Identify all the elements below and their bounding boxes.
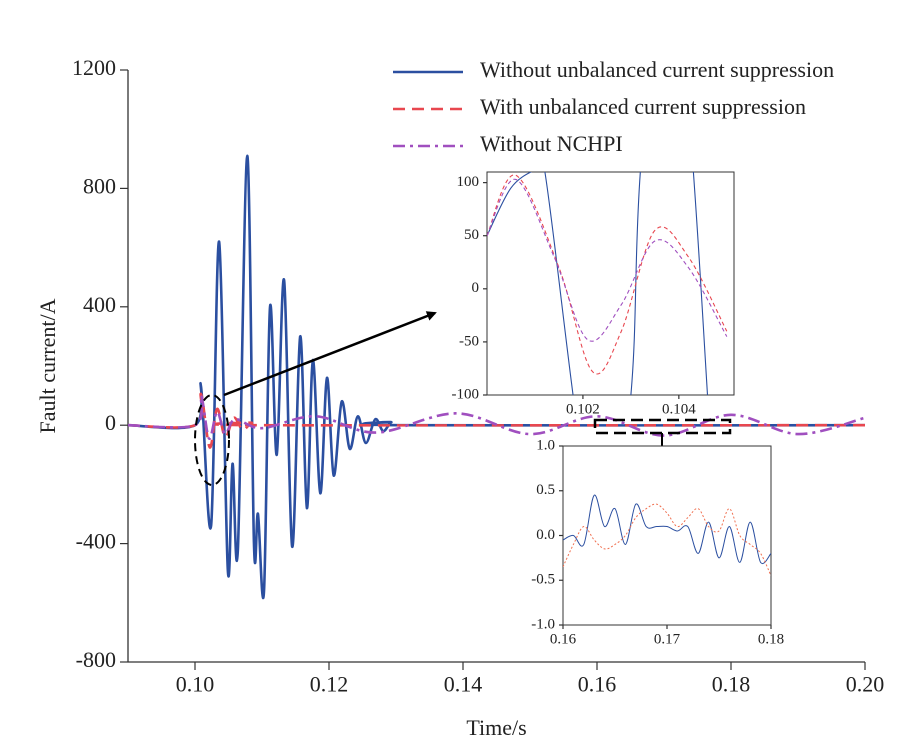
inset-plot: -100 -50 0 50 100 0.102 0.104 <box>452 171 735 418</box>
x-tick-label: 0.16 <box>578 672 617 697</box>
legend-label: Without unbalanced current suppression <box>480 57 834 82</box>
x-tick-label: 0.16 <box>550 632 577 648</box>
plot-frame <box>562 445 772 626</box>
x-tick-label: 0.18 <box>712 672 751 697</box>
y-tick-label: 0.0 <box>536 527 555 543</box>
x-tick-label: 0.18 <box>758 632 784 648</box>
y-tick-label: 50 <box>464 227 479 243</box>
series-lines <box>128 154 865 600</box>
inset-plot: -1.0 -0.5 0.0 0.5 1.0 0.16 0.17 0.18 <box>531 437 784 647</box>
zoom-rect <box>593 418 732 435</box>
x-tick-label: 0.12 <box>310 672 349 697</box>
y-tick-label: 0 <box>105 410 116 435</box>
zoom-arrow <box>223 311 437 397</box>
y-tick-label: -800 <box>76 647 116 672</box>
y-tick-label: -0.5 <box>531 572 555 588</box>
y-tick-label: -50 <box>459 333 479 349</box>
main-plot: -800 -400 0 400 800 1200 0.10 0.12 0.14 0.16 0.18 0… <box>35 55 884 740</box>
y-tick-label: 100 <box>457 174 480 190</box>
y-tick-label: 0 <box>472 280 480 296</box>
series-line <box>563 494 771 565</box>
x-tick-label: 0.10 <box>176 672 215 697</box>
legend-label: With unbalanced current suppression <box>480 94 806 119</box>
x-tick-label: 0.104 <box>662 402 696 418</box>
x-tick-label: 0.20 <box>846 672 885 697</box>
y-tick-label: 800 <box>83 173 116 198</box>
x-tick-label: 0.17 <box>654 632 681 648</box>
x-tick-label: 0.14 <box>444 672 483 697</box>
plot-frame <box>486 171 735 396</box>
x-axis-label: Time/s <box>466 715 526 740</box>
y-tick-label: 400 <box>83 292 116 317</box>
y-tick-label: -400 <box>76 529 116 554</box>
series-line <box>487 178 728 342</box>
legend-label: Without NCHPI <box>480 131 623 156</box>
y-tick-label: -100 <box>452 386 480 402</box>
series-line <box>487 174 728 375</box>
x-tick-label: 0.102 <box>566 402 600 418</box>
series-line <box>128 154 865 600</box>
y-tick-label: -1.0 <box>531 616 555 632</box>
series-line <box>128 392 865 449</box>
series-lines <box>487 172 728 395</box>
y-axis-label: Fault current/A <box>35 298 60 433</box>
series-lines <box>563 494 771 576</box>
y-tick-label: 0.5 <box>536 482 555 498</box>
zoom-ellipse <box>194 394 230 486</box>
y-tick-label: 1200 <box>72 55 116 80</box>
series-line <box>487 172 709 395</box>
series-line <box>128 394 865 440</box>
y-tick-label: 1.0 <box>536 437 555 453</box>
